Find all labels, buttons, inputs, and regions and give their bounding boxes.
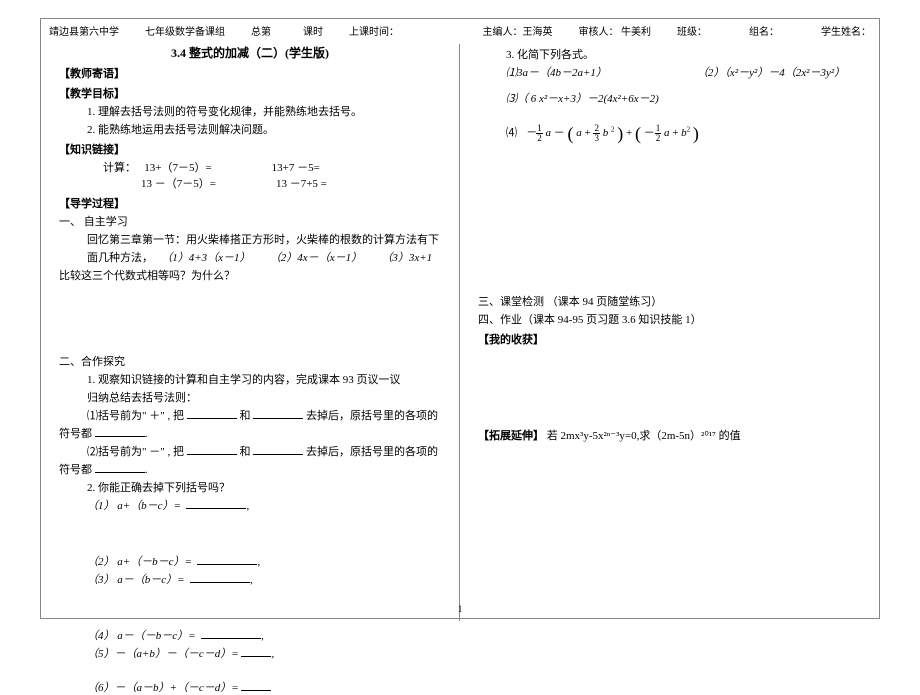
obj-1: 1. 理解去括号法则的符号变化规律，并能熟练地去括号。: [59, 103, 441, 119]
r2b: 和: [239, 446, 250, 458]
hdr-period-label: 总第: [251, 23, 271, 38]
calc-row-1: 计算： 13+（7－5）= 13+7 －5=: [59, 159, 441, 175]
blank: [95, 426, 145, 437]
blank: [241, 680, 271, 691]
ext-text: 若 2mx³y-5x²ⁿ⁻³y=0,求（2m-5n）²⁰¹⁷ 的值: [547, 430, 741, 442]
p1-opt2: （2）4x－（x－1）: [270, 252, 362, 264]
part1-text1: 回忆第三章第一节：用火柴棒搭正方形时，火柴棒的根数的计算方法有下: [59, 231, 441, 247]
calc-2a: 13 －（7－5）=: [141, 175, 216, 191]
content-columns: 3.4 整式的加减（二）(学生版) 【教师寄语】 【教学目标】 1. 理解去括号…: [41, 44, 879, 621]
part2-2: 2. 你能正确去掉下列括号吗？: [59, 479, 441, 495]
part1-text2: 面几种方法，: [87, 252, 153, 264]
calc-1b: 13+7 －5=: [272, 159, 320, 175]
blank: [187, 444, 237, 455]
calc-row-2: 13 －（7－5）= 13 －7+5 =: [59, 175, 441, 191]
doc-title: 3.4 整式的加减（二）(学生版): [59, 44, 441, 61]
r1c: 去掉后，原括号里的各项的: [306, 410, 438, 422]
ext-label: 【拓展延伸】: [478, 430, 544, 442]
blank: [186, 498, 246, 509]
calc-2b: 13 －7+5 =: [276, 175, 327, 191]
page-header: 靖边县第六中学 七年级数学备课组 总第 课时 上课时间： 主编人：王海英 审核人…: [41, 19, 879, 44]
p1-opt1: （1）4+3（x－1）: [161, 252, 250, 264]
obj-2: 2. 能熟练地运用去括号法则解决问题。: [59, 121, 441, 137]
sect-teacher-msg: 【教师寄语】: [59, 65, 441, 81]
blank: [253, 408, 303, 419]
hdr-class: 班级：: [677, 23, 707, 38]
p1-opt3: （3）3x+1: [381, 252, 432, 264]
rule-1-line1: ⑴括号前为" ＋" , 把 和 去掉后，原括号里的各项的: [59, 407, 441, 423]
part2-sum: 归纳总结去括号法则：: [59, 389, 441, 405]
sect-link: 【知识链接】: [59, 141, 441, 157]
blank: [253, 444, 303, 455]
page-number: 1: [458, 604, 463, 614]
r1b: 和: [239, 410, 250, 422]
hdr-classtime: 上课时间：: [349, 23, 399, 38]
blank: [95, 462, 145, 473]
rule-2-line1: ⑵括号前为" －" , 把 和 去掉后，原括号里的各项的: [59, 443, 441, 459]
calc-label: 计算：: [103, 162, 136, 174]
eq-row-2: （3） a－（b－c）= , （4） a－（－b－c）= ,: [59, 571, 441, 643]
r3-row1: ⑴3a－（4b－2a+1） （2）（x²－y²）－4（2x²－3y²）: [478, 64, 861, 80]
r2d: 符号都: [59, 464, 92, 476]
blank: [197, 554, 257, 565]
hdr-period-unit: 课时: [303, 23, 323, 38]
sect-gain: 【我的收获】: [478, 331, 861, 347]
r3-row2: ⑶（ 6 x²－x+3）－2(4x²+6x－2): [478, 90, 861, 106]
part1-q: 比较这三个代数式相等吗？为什么？: [59, 267, 441, 283]
sect-3: 3. 化简下列各式。: [478, 46, 861, 62]
part1-title: 一、 自主学习: [59, 213, 441, 229]
sect-objectives: 【教学目标】: [59, 85, 441, 101]
part2-title: 二、合作探究: [59, 353, 441, 369]
part2-1: 1. 观察知识链接的计算和自主学习的内容，完成课本 93 页议一议: [59, 371, 441, 387]
calc-1a: 13+（7－5）=: [144, 162, 211, 174]
blank: [190, 572, 250, 583]
r3-4-label: ⑷: [506, 127, 517, 139]
r3-4: ⑷ －12 a － ( a + 23 b 2 ) + ( －12 a + b2 …: [478, 124, 861, 143]
sect-hw: 四、作业（课本 94-95 页习题 3.6 知识技能 1）: [478, 311, 861, 327]
r3-1: ⑴3a－（4b－2a+1）: [506, 64, 607, 80]
r2c: 去掉后，原括号里的各项的: [306, 446, 438, 458]
blank: [201, 628, 261, 639]
eq-row-1: （1） a+（b－c）= , （2） a+（－b－c）= ,: [59, 497, 441, 569]
rule-2-line2: 符号都 .: [59, 461, 441, 477]
eq3l: （5）－（a+b）－（－c－d）=: [87, 648, 239, 660]
hdr-reviewer: 审核人： 牛美利: [579, 23, 652, 38]
hdr-student: 学生姓名：: [821, 23, 871, 38]
rule-1-line2: 符号都 .: [59, 425, 441, 441]
blank: [241, 646, 271, 657]
eq1r: （2） a+（－b－c）=: [87, 556, 192, 568]
blank: [187, 408, 237, 419]
r3-3: ⑶（ 6 x²－x+3）－2(4x²+6x－2): [506, 93, 659, 105]
r2a: ⑵括号前为" －" , 把: [87, 446, 184, 458]
hdr-editor: 主编人：王海英: [483, 23, 553, 38]
eq2r: （4） a－（－b－c）=: [87, 630, 196, 642]
eq2l: （3） a－（b－c）=: [87, 574, 185, 586]
eq-row-3: （5）－（a+b）－（－c－d）= , （6）－（a－b）+（－c－d）=: [59, 645, 441, 695]
part1-text2-row: 面几种方法， （1）4+3（x－1） （2）4x－（x－1） （3）3x+1: [59, 249, 441, 265]
left-column: 3.4 整式的加减（二）(学生版) 【教师寄语】 【教学目标】 1. 理解去括号…: [41, 44, 460, 621]
r3-2: （2）（x²－y²）－4（2x²－3y²）: [697, 64, 845, 80]
right-column: 3. 化简下列各式。 ⑴3a－（4b－2a+1） （2）（x²－y²）－4（2x…: [460, 44, 879, 621]
eq3r: （6）－（a－b）+（－c－d）=: [87, 682, 239, 694]
sect-test: 三、课堂检测 （课本 94 页随堂练习）: [478, 293, 861, 309]
sect-ext: 【拓展延伸】 若 2mx³y-5x²ⁿ⁻³y=0,求（2m-5n）²⁰¹⁷ 的值: [478, 427, 861, 443]
hdr-school: 靖边县第六中学: [49, 23, 119, 38]
hdr-team: 组名：: [749, 23, 779, 38]
r1d: 符号都: [59, 428, 92, 440]
hdr-group: 七年级数学备课组: [145, 23, 225, 38]
r1a: ⑴括号前为" ＋" , 把: [87, 410, 184, 422]
page-border: 靖边县第六中学 七年级数学备课组 总第 课时 上课时间： 主编人：王海英 审核人…: [40, 18, 880, 619]
sect-guide: 【导学过程】: [59, 195, 441, 211]
eq1l: （1） a+（b－c）=: [87, 500, 181, 512]
